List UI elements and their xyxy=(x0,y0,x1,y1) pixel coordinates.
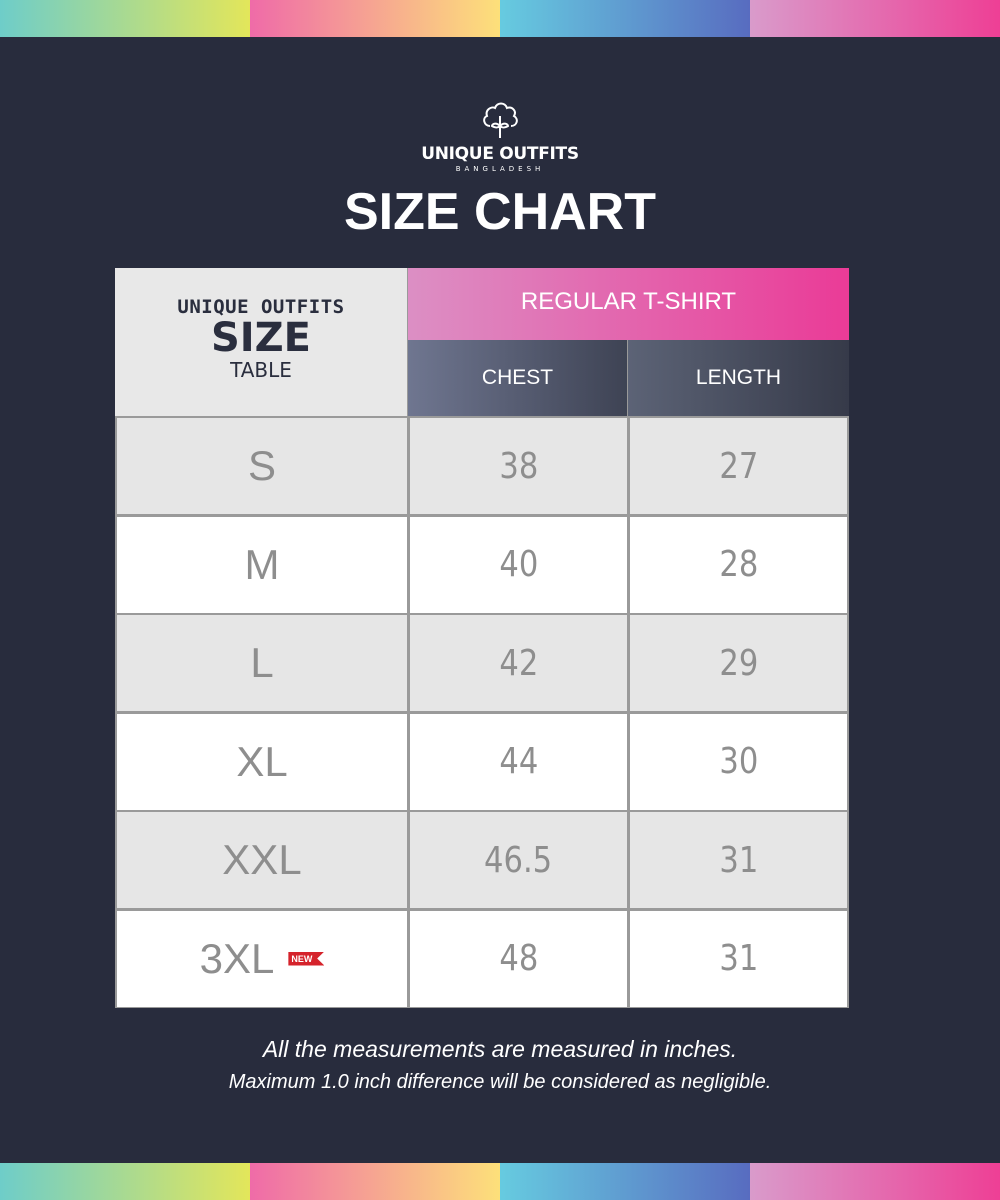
chest-cell: 42 xyxy=(410,615,627,711)
notes: All the measurements are measured in inc… xyxy=(0,1036,1000,1094)
new-badge: NEW xyxy=(288,951,325,966)
length-cell: 29 xyxy=(630,615,847,711)
table-row: S 38 27 xyxy=(117,418,847,514)
chest-cell: 38 xyxy=(410,418,627,514)
size-cell: XL xyxy=(117,713,407,810)
brand-subtitle: BANGLADESH xyxy=(455,165,545,173)
bottom-color-stripe xyxy=(0,1163,1000,1200)
column-header-chest: CHEST xyxy=(408,340,627,416)
length-cell: 27 xyxy=(630,418,847,514)
chest-value: 40 xyxy=(499,544,538,585)
chest-value: 38 xyxy=(499,445,538,487)
table-row: M 40 28 xyxy=(117,516,847,613)
table-row: 3XL NEW 48 31 xyxy=(117,910,847,1007)
note-tolerance: Maximum 1.0 inch difference will be cons… xyxy=(228,1071,772,1093)
note-units: All the measurements are measured in inc… xyxy=(262,1036,738,1062)
size-label: L xyxy=(250,639,274,686)
chest-cell: 48 xyxy=(410,910,627,1007)
length-cell: 31 xyxy=(630,812,847,908)
length-value: 31 xyxy=(719,839,758,881)
corner-size: SIZE xyxy=(210,315,312,361)
length-cell: 28 xyxy=(630,516,847,613)
column-header-length: LENGTH xyxy=(628,340,849,416)
product-header: REGULAR T-SHIRT xyxy=(408,268,849,340)
size-cell: L xyxy=(117,615,407,711)
length-value: 30 xyxy=(719,741,758,782)
size-label: XL xyxy=(236,737,288,785)
size-label: 3XL xyxy=(199,934,275,982)
cotton-flower-icon xyxy=(483,102,518,138)
table-corner-header: UNIQUE OUTFITS SIZE TABLE xyxy=(115,268,407,416)
chest-cell: 44 xyxy=(410,713,627,810)
chest-cell: 46.5 xyxy=(410,812,627,908)
chest-value: 44 xyxy=(499,741,538,782)
length-value: 31 xyxy=(719,938,758,979)
table-row: XL 44 30 xyxy=(117,713,847,810)
table-row: XXL 46.5 31 xyxy=(117,812,847,908)
size-label: S xyxy=(247,442,276,489)
length-value: 28 xyxy=(719,544,758,585)
top-color-stripe xyxy=(0,0,1000,37)
size-cell: XXL xyxy=(117,812,407,908)
size-cell: S xyxy=(117,418,407,514)
size-cell: M xyxy=(117,516,407,613)
chest-cell: 40 xyxy=(410,516,627,613)
chest-value: 42 xyxy=(499,642,538,684)
size-label: XXL xyxy=(222,836,302,883)
page-title: SIZE CHART xyxy=(344,183,656,241)
size-table: UNIQUE OUTFITS SIZE TABLE REGULAR T-SHIR… xyxy=(115,268,849,1008)
length-value: 27 xyxy=(719,445,758,487)
brand-name: UNIQUE OUTFITS xyxy=(421,144,579,164)
length-value: 29 xyxy=(719,642,758,684)
corner-brand: UNIQUE OUTFITS xyxy=(177,296,345,318)
table-row: L 42 29 xyxy=(117,615,847,711)
size-cell: 3XL NEW xyxy=(117,910,407,1007)
corner-table: TABLE xyxy=(230,358,292,382)
length-cell: 31 xyxy=(630,910,847,1007)
length-cell: 30 xyxy=(630,713,847,810)
brand-logo: UNIQUE OUTFITS BANGLADESH xyxy=(0,100,1000,173)
chest-value: 48 xyxy=(499,938,538,979)
size-label: M xyxy=(244,540,280,588)
chest-value: 46.5 xyxy=(484,839,553,881)
